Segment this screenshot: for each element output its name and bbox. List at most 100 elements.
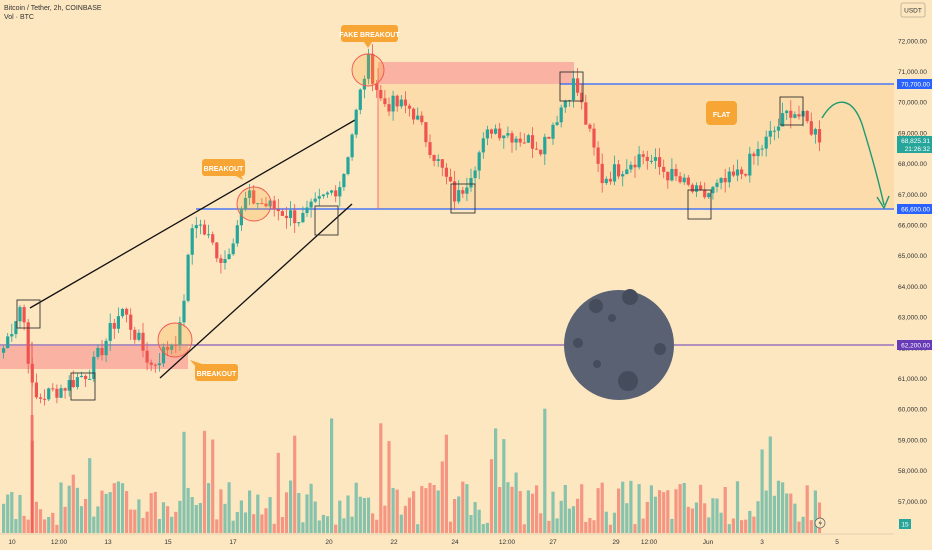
volume-bar <box>55 524 59 533</box>
volume-bar <box>526 490 530 533</box>
volume-bar <box>473 502 477 533</box>
currency-button-frame[interactable] <box>900 2 926 18</box>
time-axis[interactable]: 10 12:00 13 15 17 20 22 24 12:00 27 29 12:00 Jun 3 5 <box>0 533 894 546</box>
volume-bar <box>436 490 440 533</box>
price-axis-background <box>894 0 932 550</box>
volume-bar <box>366 497 371 533</box>
volume-bar <box>403 505 407 533</box>
volume-bar <box>539 513 543 533</box>
volume-bar <box>571 506 576 533</box>
volume-bar <box>694 502 699 533</box>
volume-bar <box>120 483 125 533</box>
candle-body <box>379 89 383 99</box>
volume-bar <box>92 516 96 533</box>
candle-body <box>510 133 514 143</box>
volume-bar <box>740 520 744 533</box>
volume-bar <box>170 516 174 533</box>
y-tick-label: 57,000.00 <box>898 499 927 506</box>
last-price-label: 68,825.31 <box>901 138 930 145</box>
currency-button-label[interactable]: USDT <box>904 8 922 15</box>
volume-bar <box>535 485 539 533</box>
volume-bar <box>653 496 658 533</box>
candle-body <box>10 334 14 337</box>
volume-bar <box>551 491 555 533</box>
candle-body <box>153 364 157 366</box>
candle-body <box>789 110 793 118</box>
volume-bar <box>166 506 170 533</box>
candle-body <box>194 224 198 229</box>
candle-body <box>43 398 47 400</box>
candle-body <box>498 128 502 139</box>
volume-bar <box>760 449 764 533</box>
volume-bar <box>391 487 395 533</box>
volume-bar <box>592 520 596 533</box>
moon-illustration <box>564 289 674 400</box>
candle-body <box>817 129 822 143</box>
volume-bar <box>797 521 801 533</box>
volume-bar <box>133 509 137 533</box>
volume-bar <box>182 431 186 533</box>
projection-arrow-head <box>876 195 890 210</box>
candle-body <box>84 375 88 380</box>
candle-body <box>354 109 358 135</box>
y-tick-label: 69,000.00 <box>898 130 927 137</box>
volume-bar <box>51 512 55 533</box>
chart-header: Bitcoin / Tether, 2h, COINBASE Vol · BTC <box>4 4 102 22</box>
candle-body <box>658 157 662 167</box>
candle-body <box>375 83 379 90</box>
volume-tag-label: 15 <box>901 522 909 529</box>
volume-bar <box>641 518 645 533</box>
candle-body <box>63 388 67 391</box>
candle-body <box>776 126 781 131</box>
volume-bar <box>813 490 817 533</box>
volume-bar <box>6 494 10 533</box>
volume-bar <box>584 521 588 533</box>
currency-button[interactable]: USDT <box>900 2 926 18</box>
bolt-icon[interactable] <box>814 517 826 529</box>
candle-body <box>633 164 637 168</box>
candle-body <box>358 89 362 110</box>
volume-bar <box>371 513 375 533</box>
candle-body <box>125 308 129 315</box>
volume-bar <box>731 518 735 533</box>
annotation-bubble <box>195 364 238 381</box>
candle-body <box>457 190 461 202</box>
highlight-box <box>559 71 584 102</box>
candle-body <box>805 110 809 122</box>
volume-bar <box>580 484 584 533</box>
x-tick-label: 5 <box>835 539 839 546</box>
candle-body <box>264 203 268 207</box>
y-tick-label: 60,000.00 <box>898 407 927 414</box>
candle-body <box>34 382 38 398</box>
candle-body <box>252 190 256 204</box>
candle-body <box>547 136 551 139</box>
annotation-bubble <box>202 159 245 176</box>
volume-bar <box>744 519 748 533</box>
symbol-title[interactable]: Bitcoin / Tether, 2h, COINBASE <box>4 5 102 12</box>
price-axis[interactable]: 57,000.00 58,000.00 59,000.00 60,000.00 61,0… <box>894 0 932 550</box>
volume-bar <box>506 482 510 533</box>
volume-bar <box>563 484 567 533</box>
candle-body <box>75 377 79 388</box>
volume-bar <box>576 498 580 533</box>
candle-body <box>256 203 260 205</box>
candle-body <box>432 154 436 161</box>
volume-bar <box>100 490 104 533</box>
volume-bar <box>448 521 453 533</box>
moon-body <box>564 290 674 400</box>
moon-crater <box>608 314 616 322</box>
candle-body <box>481 138 485 153</box>
volume-bar <box>43 519 47 533</box>
candle-body <box>469 178 473 188</box>
annotation-fake-breakout: FAKE BREAKOUT <box>339 25 400 48</box>
candle-body <box>330 190 334 193</box>
volume-bar <box>317 520 321 533</box>
upper-breakout-circle <box>236 186 272 222</box>
volume-indicator-label[interactable]: Vol · BTC <box>4 14 34 21</box>
volume-bar <box>612 512 617 533</box>
volume-bar <box>596 488 600 533</box>
volume-bar <box>96 506 100 533</box>
volume-bar <box>559 500 563 533</box>
volume-bar <box>547 520 551 533</box>
